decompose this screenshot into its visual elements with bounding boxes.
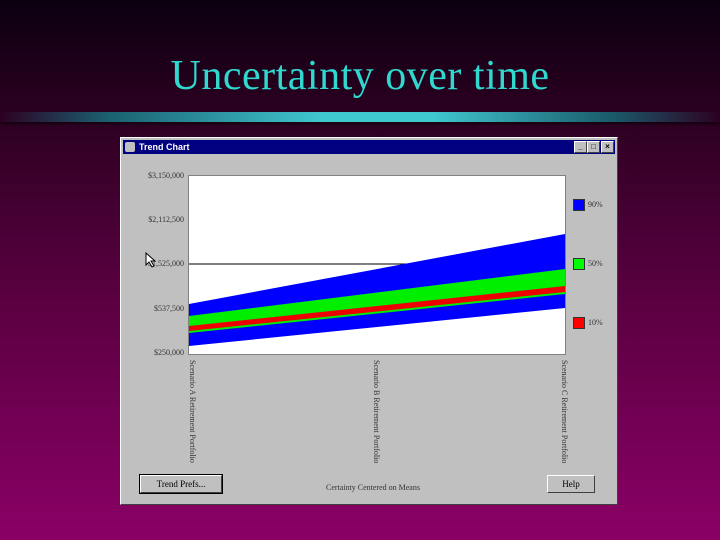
window-titlebar[interactable]: Trend Chart _ □ × xyxy=(123,140,615,154)
y-tick-label: $537,500 xyxy=(154,304,184,313)
minimize-button[interactable]: _ xyxy=(574,141,587,153)
x-axis-label: Scenario B Retirement Portfolio xyxy=(372,360,381,464)
help-button[interactable]: Help xyxy=(547,475,595,493)
legend-label-50: 50% xyxy=(588,259,603,268)
y-tick-label: $1,525,000 xyxy=(148,259,184,268)
trend-bands xyxy=(189,234,565,346)
x-axis-label: Scenario A Retirement Portfolio xyxy=(188,360,197,463)
legend-swatch-10 xyxy=(573,317,585,329)
y-tick-label: $2,112,500 xyxy=(148,215,184,224)
window-title: Trend Chart xyxy=(139,142,190,152)
app-icon xyxy=(125,142,135,152)
y-tick-label: $3,150,000 xyxy=(148,171,184,180)
trend-prefs-button[interactable]: Trend Prefs... xyxy=(139,474,223,494)
y-tick-label: $250,000 xyxy=(154,348,184,357)
band-10 xyxy=(189,286,565,331)
title-divider xyxy=(0,112,720,122)
trend-plot-area xyxy=(188,175,566,355)
slide-title: Uncertainty over time xyxy=(170,53,550,99)
maximize-button[interactable]: □ xyxy=(587,141,600,153)
legend-swatch-50 xyxy=(573,258,585,270)
mouse-pointer-icon xyxy=(145,252,157,268)
status-text: Certainty Centered on Means xyxy=(326,483,420,492)
close-button[interactable]: × xyxy=(601,141,614,153)
legend-swatch-90 xyxy=(573,199,585,211)
legend-label-90: 90% xyxy=(588,200,603,209)
legend-label-10: 10% xyxy=(588,318,603,327)
x-axis-label: Scenario C Retirement Portfolio xyxy=(560,360,569,464)
